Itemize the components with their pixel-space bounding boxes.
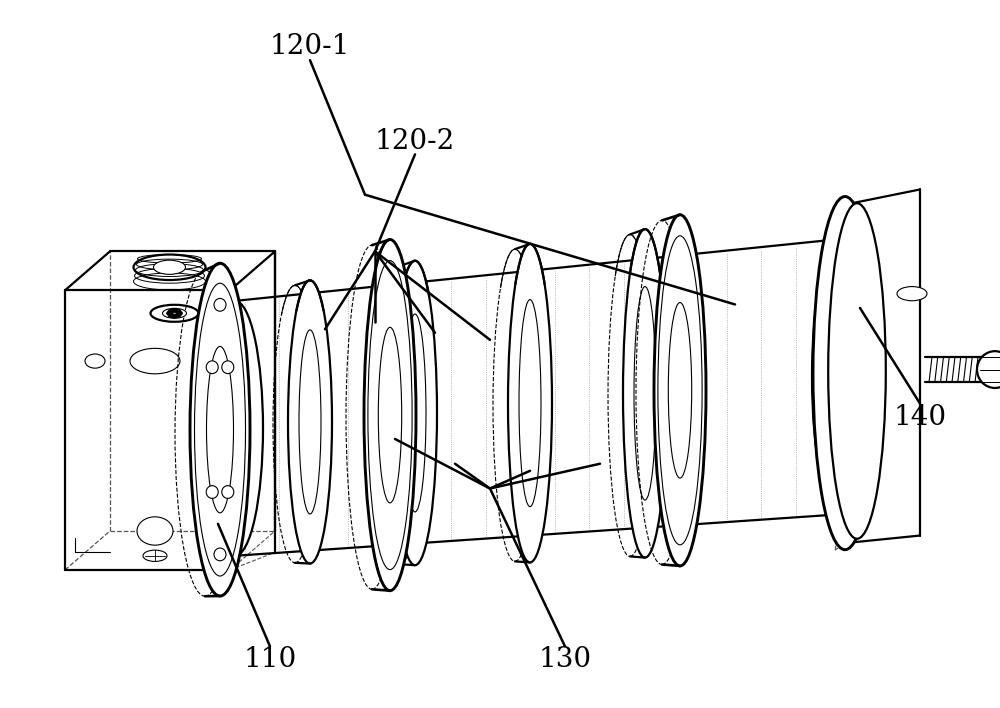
Ellipse shape xyxy=(172,309,178,313)
Ellipse shape xyxy=(176,312,182,316)
Ellipse shape xyxy=(222,361,234,374)
Ellipse shape xyxy=(162,309,186,319)
Ellipse shape xyxy=(299,330,321,514)
Ellipse shape xyxy=(378,327,402,503)
Text: 120-2: 120-2 xyxy=(375,128,455,155)
Text: 110: 110 xyxy=(243,646,297,673)
Ellipse shape xyxy=(368,261,412,570)
Ellipse shape xyxy=(85,354,105,368)
Ellipse shape xyxy=(153,261,186,275)
Text: 120-1: 120-1 xyxy=(270,33,350,59)
Ellipse shape xyxy=(194,283,246,576)
Ellipse shape xyxy=(623,229,667,558)
Ellipse shape xyxy=(813,197,877,549)
Ellipse shape xyxy=(222,486,234,498)
Ellipse shape xyxy=(150,305,198,322)
Ellipse shape xyxy=(133,255,206,280)
Ellipse shape xyxy=(190,263,250,596)
Text: 140: 140 xyxy=(893,404,947,431)
Ellipse shape xyxy=(168,309,174,314)
Ellipse shape xyxy=(508,244,552,562)
Ellipse shape xyxy=(977,351,1000,388)
Ellipse shape xyxy=(207,301,263,556)
Ellipse shape xyxy=(175,309,181,314)
Ellipse shape xyxy=(206,361,218,374)
Ellipse shape xyxy=(172,314,178,319)
Ellipse shape xyxy=(175,313,181,317)
Ellipse shape xyxy=(897,287,927,301)
Ellipse shape xyxy=(634,287,656,500)
Ellipse shape xyxy=(214,548,226,561)
Ellipse shape xyxy=(654,215,706,566)
Ellipse shape xyxy=(658,236,702,545)
Ellipse shape xyxy=(207,346,234,513)
Ellipse shape xyxy=(519,299,541,507)
Ellipse shape xyxy=(288,280,332,564)
Ellipse shape xyxy=(828,203,886,539)
Ellipse shape xyxy=(168,313,174,317)
Ellipse shape xyxy=(404,314,426,512)
Ellipse shape xyxy=(206,486,218,498)
Ellipse shape xyxy=(166,312,172,316)
Ellipse shape xyxy=(668,302,692,478)
Ellipse shape xyxy=(812,239,868,514)
Ellipse shape xyxy=(137,517,173,545)
Ellipse shape xyxy=(130,348,180,374)
Ellipse shape xyxy=(393,261,437,565)
Ellipse shape xyxy=(214,299,226,312)
Ellipse shape xyxy=(143,550,167,561)
Ellipse shape xyxy=(364,239,416,590)
Text: 130: 130 xyxy=(538,646,592,673)
